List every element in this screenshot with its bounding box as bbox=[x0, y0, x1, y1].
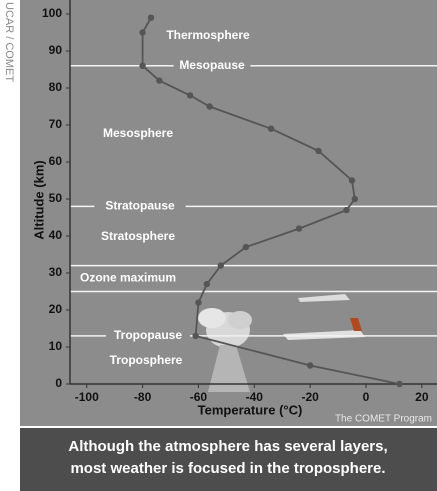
data-point bbox=[139, 63, 145, 69]
x-tick-label: 0 bbox=[363, 390, 370, 404]
data-point bbox=[148, 15, 154, 21]
data-point bbox=[307, 362, 313, 368]
y-tick-label: 90 bbox=[49, 43, 63, 57]
y-tick-label: 60 bbox=[49, 154, 63, 168]
data-point bbox=[206, 103, 212, 109]
x-tick-label: -40 bbox=[246, 390, 264, 404]
data-point bbox=[139, 29, 145, 35]
data-point bbox=[204, 281, 210, 287]
data-point bbox=[315, 148, 321, 154]
source: UCAR / COMET bbox=[3, 2, 15, 82]
data-point bbox=[268, 126, 274, 132]
annotation: Mesopause bbox=[179, 58, 245, 72]
annotation: Tropopause bbox=[114, 328, 182, 342]
data-point bbox=[187, 92, 193, 98]
annotation: Stratopause bbox=[105, 199, 175, 213]
data-point bbox=[243, 244, 249, 250]
credit: The COMET Program bbox=[335, 414, 432, 425]
y-tick-label: 0 bbox=[55, 376, 62, 390]
region-label: Thermosphere bbox=[166, 28, 250, 42]
y-tick-label: 30 bbox=[49, 265, 63, 279]
y-tick-label: 20 bbox=[49, 302, 63, 316]
x-tick-label: -100 bbox=[75, 390, 99, 404]
data-point bbox=[349, 177, 355, 183]
y-axis-label: Altitude (km) bbox=[31, 160, 46, 239]
page: UCAR / COMET Temperature (°C) Altitude (… bbox=[0, 0, 437, 491]
caption-line: Although the atmosphere has several laye… bbox=[68, 438, 387, 455]
data-point bbox=[156, 77, 162, 83]
x-tick-label: -20 bbox=[301, 390, 319, 404]
y-tick-label: 40 bbox=[49, 228, 63, 242]
x-tick-label: -60 bbox=[190, 390, 208, 404]
caption-line: most weather is focused in the troposphe… bbox=[70, 460, 385, 477]
y-tick-label: 100 bbox=[42, 6, 62, 20]
data-point bbox=[343, 207, 349, 213]
data-point bbox=[352, 196, 358, 202]
x-tick-label: 20 bbox=[415, 390, 429, 404]
y-tick-label: 70 bbox=[49, 117, 63, 131]
data-point bbox=[195, 299, 201, 305]
region-label: Stratosphere bbox=[101, 229, 175, 243]
x-tick-label: -80 bbox=[134, 390, 152, 404]
data-point bbox=[192, 333, 198, 339]
y-tick-label: 50 bbox=[49, 191, 63, 205]
region-label: Troposphere bbox=[110, 353, 183, 367]
data-point bbox=[296, 225, 302, 231]
data-point bbox=[396, 381, 402, 387]
x-axis-label: Temperature (°C) bbox=[198, 402, 303, 417]
data-point bbox=[218, 262, 224, 268]
region-label: Mesosphere bbox=[103, 126, 173, 140]
y-tick-label: 80 bbox=[49, 80, 63, 94]
annotation: Ozone maximum bbox=[80, 271, 176, 285]
y-tick-label: 10 bbox=[49, 339, 63, 353]
